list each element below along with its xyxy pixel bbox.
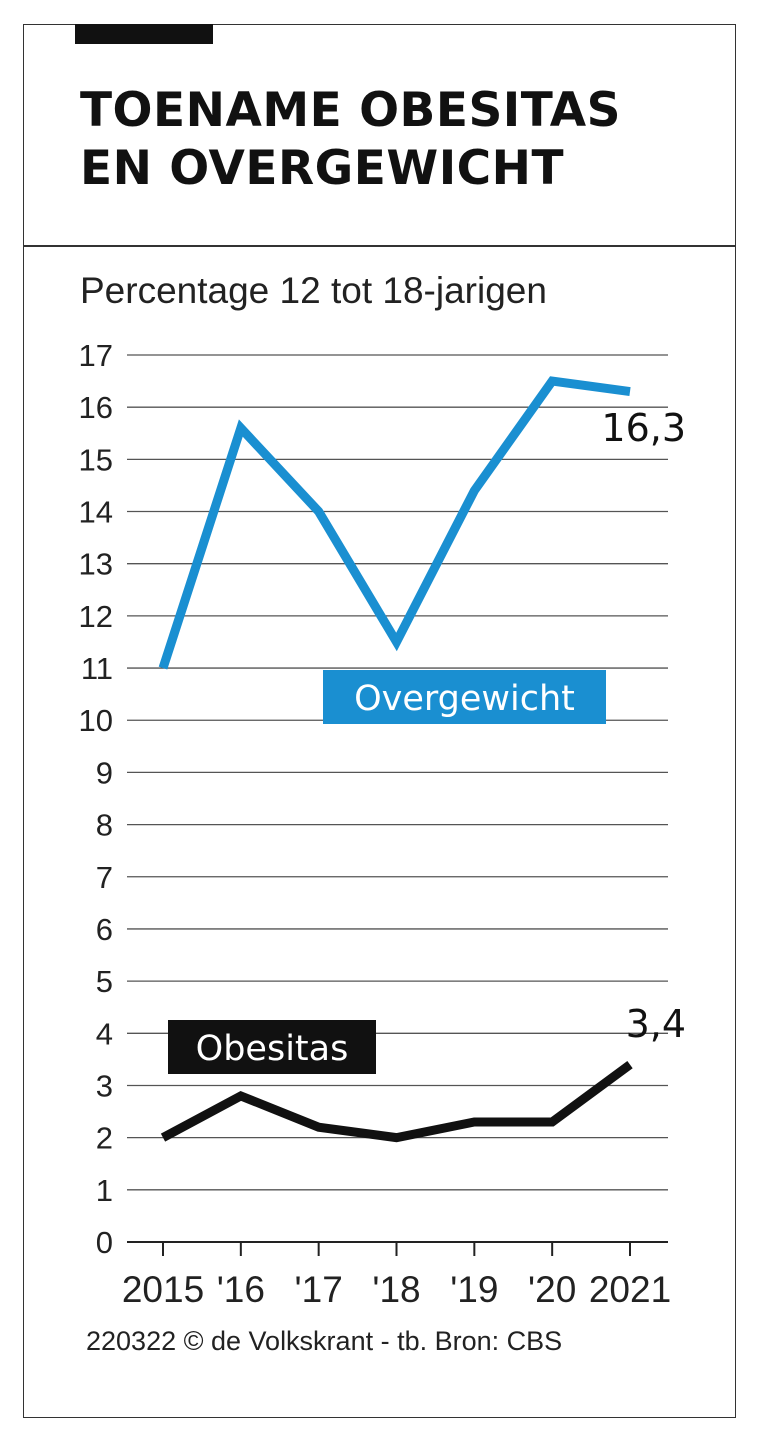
y-tick-label-14: 14 (79, 495, 113, 530)
overgewicht-legend-label: Overgewicht (354, 679, 575, 719)
overgewicht-label-box (323, 670, 606, 724)
y-tick-label-7: 7 (96, 860, 113, 895)
obesitas-series-line (160, 1060, 633, 1143)
chart-title: TOENAME OBESITAS EN OVERGEWICHT (80, 82, 621, 198)
y-tick-label-13: 13 (79, 547, 113, 582)
top-accent-bar (75, 24, 213, 44)
x-tick-label-2: '17 (295, 1269, 343, 1310)
y-tick-label-4: 4 (96, 1016, 113, 1051)
title-line-1: TOENAME OBESITAS (80, 83, 621, 138)
y-tick-label-17: 17 (79, 338, 113, 373)
y-tick-label-1: 1 (96, 1173, 113, 1208)
y-tick-label-5: 5 (96, 964, 113, 999)
chart-frame (23, 24, 736, 1418)
x-tick-label-4: '19 (450, 1269, 498, 1310)
y-tick-label-2: 2 (96, 1121, 113, 1156)
y-tick-label-3: 3 (96, 1068, 113, 1103)
title-line-2: EN OVERGEWICHT (80, 141, 565, 196)
y-tick-label-15: 15 (79, 442, 113, 477)
x-tick-label-6: 2021 (589, 1269, 671, 1310)
overgewicht-end-value-label: 16,3 (601, 406, 686, 450)
y-tick-label-11: 11 (81, 651, 113, 686)
chart-subtitle: Percentage 12 tot 18-jarigen (80, 270, 547, 311)
y-tick-label-10: 10 (79, 703, 113, 738)
obesitas-legend-label: Obesitas (196, 1029, 349, 1069)
x-tick-label-3: '18 (372, 1269, 420, 1310)
obesitas-label-box (168, 1020, 376, 1074)
x-tick-label-5: '20 (528, 1269, 576, 1310)
y-tick-label-0: 0 (96, 1225, 113, 1260)
x-tick-label-0: 2015 (122, 1269, 204, 1310)
source-credit: 220322 © de Volkskrant - tb. Bron: CBS (86, 1326, 563, 1356)
title-divider (23, 245, 736, 247)
x-tick-label-1: '16 (217, 1269, 265, 1310)
overgewicht-series-line (158, 376, 631, 670)
y-tick-label-16: 16 (79, 390, 113, 425)
obesitas-end-value-label: 3,4 (626, 1002, 686, 1046)
y-tick-label-8: 8 (96, 808, 113, 843)
y-tick-label-12: 12 (79, 599, 113, 634)
y-tick-label-6: 6 (96, 912, 113, 947)
y-tick-label-9: 9 (96, 755, 113, 790)
